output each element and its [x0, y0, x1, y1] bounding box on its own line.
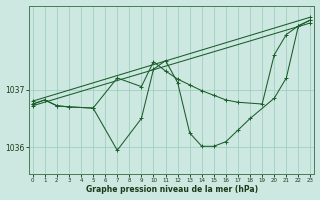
X-axis label: Graphe pression niveau de la mer (hPa): Graphe pression niveau de la mer (hPa): [85, 185, 258, 194]
